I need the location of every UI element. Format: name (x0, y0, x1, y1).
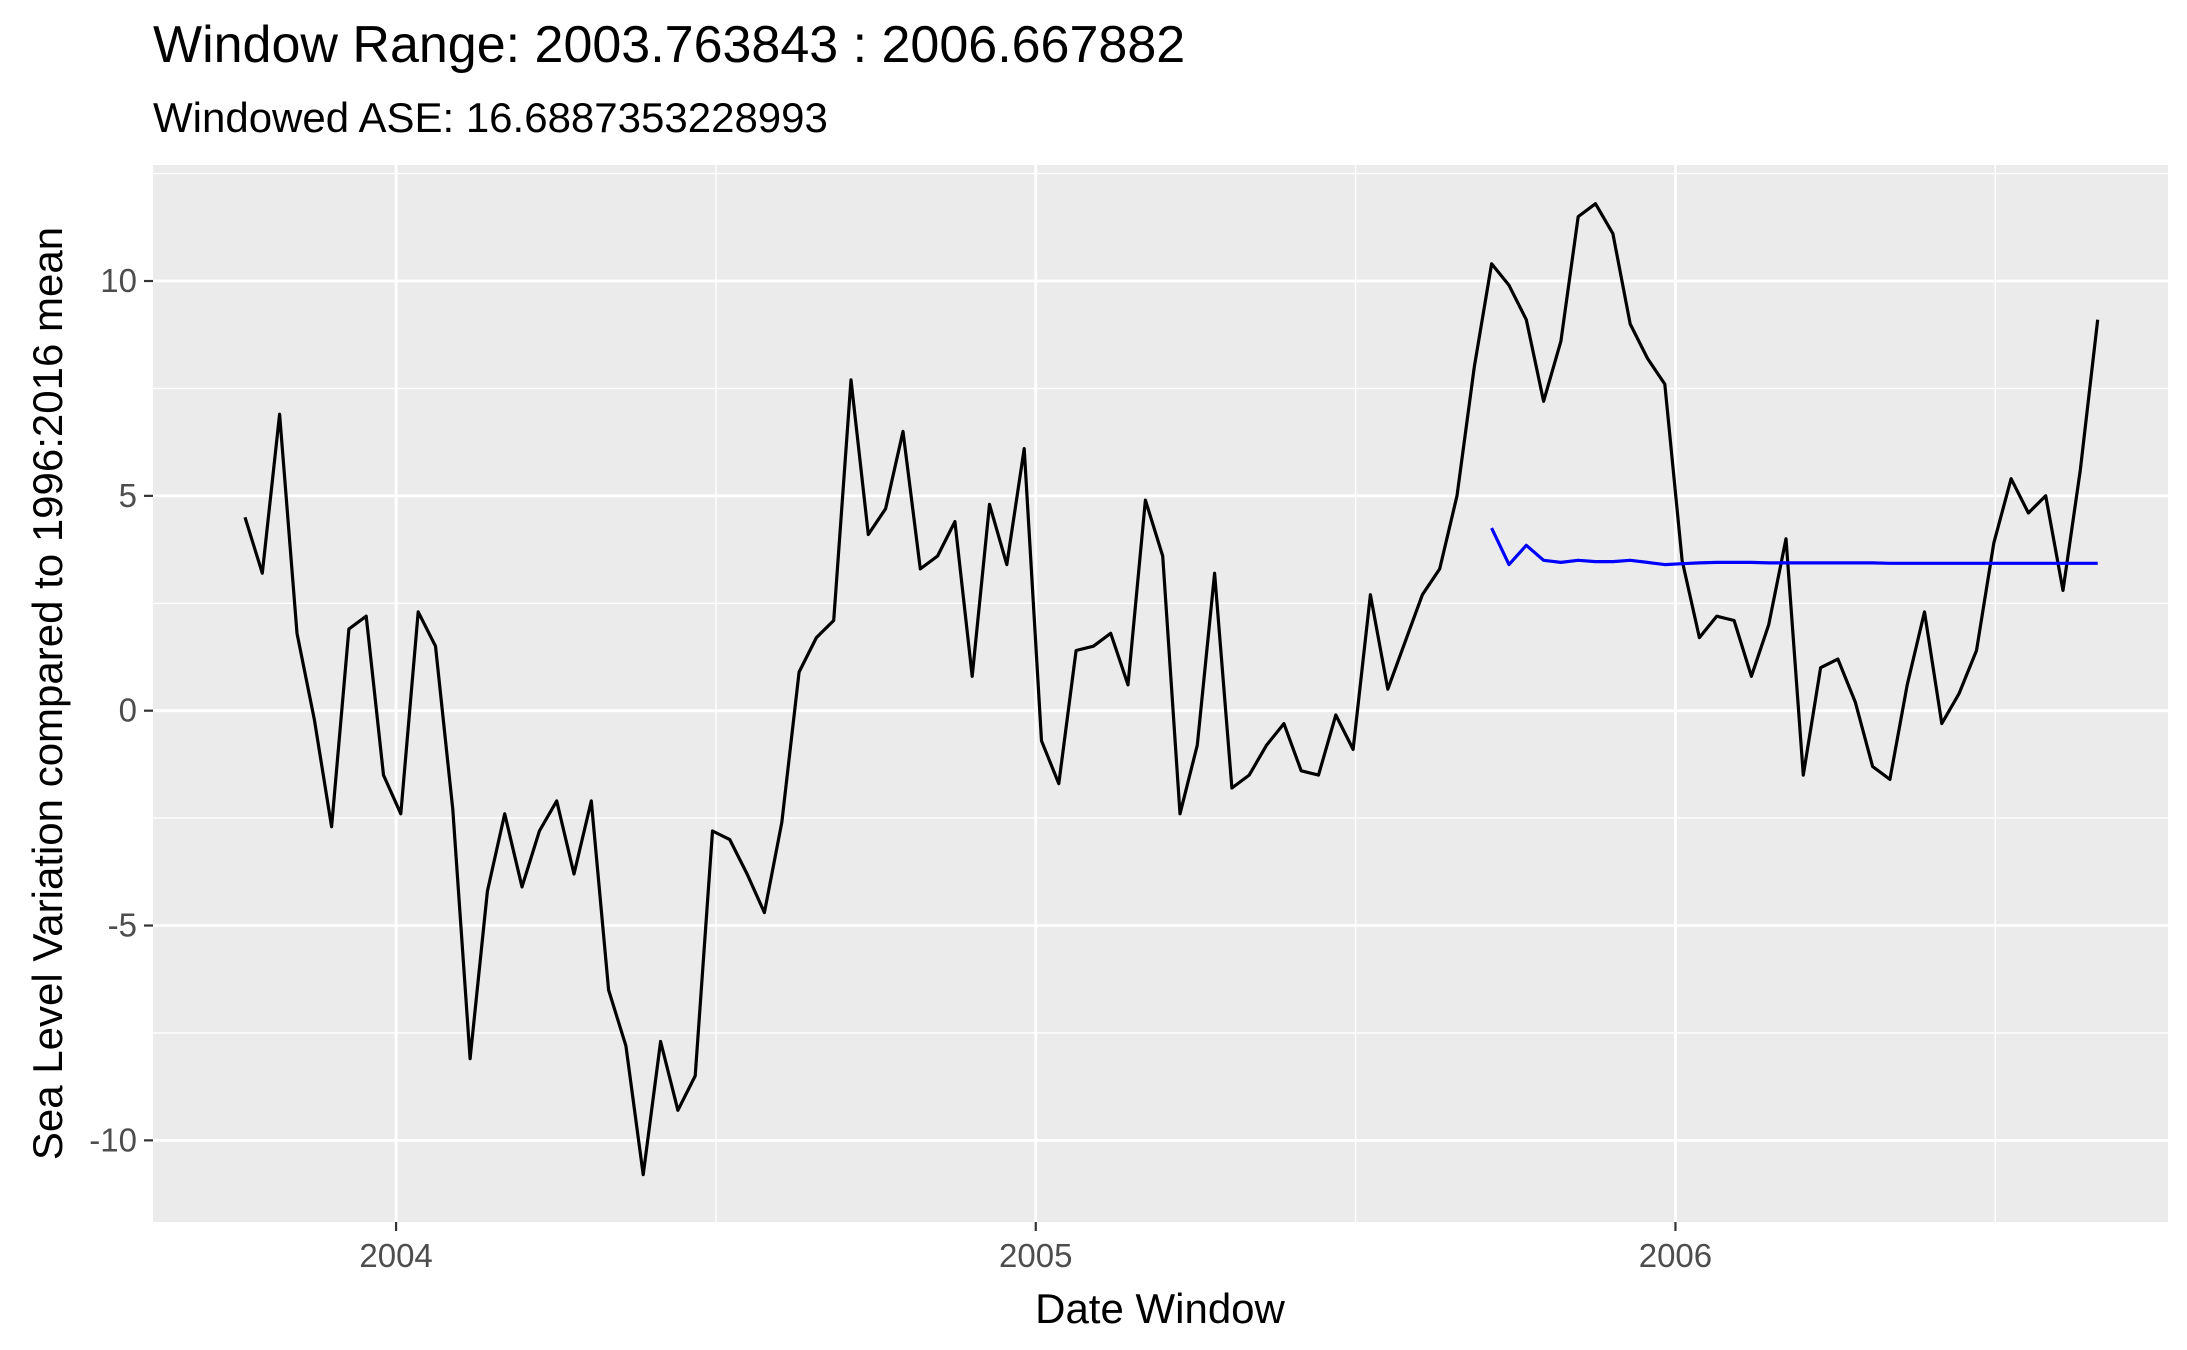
y-axis-title: Sea Level Variation compared to 1996:201… (24, 227, 71, 1160)
chart-subtitle: Windowed ASE: 16.6887353228993 (153, 94, 828, 141)
x-axis-ticks: 2004 2005 2006 (359, 1222, 1712, 1274)
series-layer (243, 202, 2100, 1177)
major-gridlines (153, 165, 2168, 1222)
y-tick-label: 0 (119, 692, 137, 729)
x-axis-title: Date Window (1035, 1285, 1285, 1332)
minor-gridlines (153, 165, 2168, 1222)
y-tick-label: -5 (108, 907, 137, 944)
y-tick-label: 5 (119, 477, 137, 514)
series-line-2 (1490, 527, 2098, 567)
series-line-1 (243, 202, 2100, 1177)
chart-title: Window Range: 2003.763843 : 2006.667882 (153, 16, 1185, 74)
y-axis-ticks: -10 -5 0 5 10 (89, 262, 153, 1158)
x-tick-label: 2005 (999, 1237, 1072, 1274)
x-tick-label: 2006 (1639, 1237, 1712, 1274)
y-tick-label: -10 (89, 1121, 137, 1158)
y-tick-label: 10 (100, 262, 137, 299)
plot-panel (153, 165, 2168, 1222)
x-tick-label: 2004 (359, 1237, 432, 1274)
